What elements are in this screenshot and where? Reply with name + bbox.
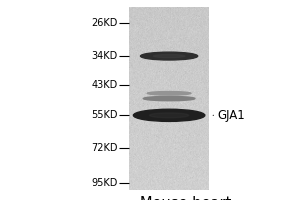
Text: Mouse heart: Mouse heart [140, 196, 231, 200]
Ellipse shape [134, 109, 205, 121]
Text: 26KD: 26KD [91, 18, 118, 28]
Text: GJA1: GJA1 [217, 109, 245, 122]
Text: 55KD: 55KD [91, 110, 118, 120]
Text: 43KD: 43KD [92, 80, 118, 90]
Ellipse shape [143, 96, 195, 101]
Text: 72KD: 72KD [91, 143, 118, 153]
Ellipse shape [149, 113, 189, 118]
Text: 95KD: 95KD [91, 178, 118, 188]
Ellipse shape [147, 92, 191, 95]
Ellipse shape [140, 52, 198, 60]
Ellipse shape [153, 55, 185, 58]
Text: 34KD: 34KD [92, 51, 118, 61]
